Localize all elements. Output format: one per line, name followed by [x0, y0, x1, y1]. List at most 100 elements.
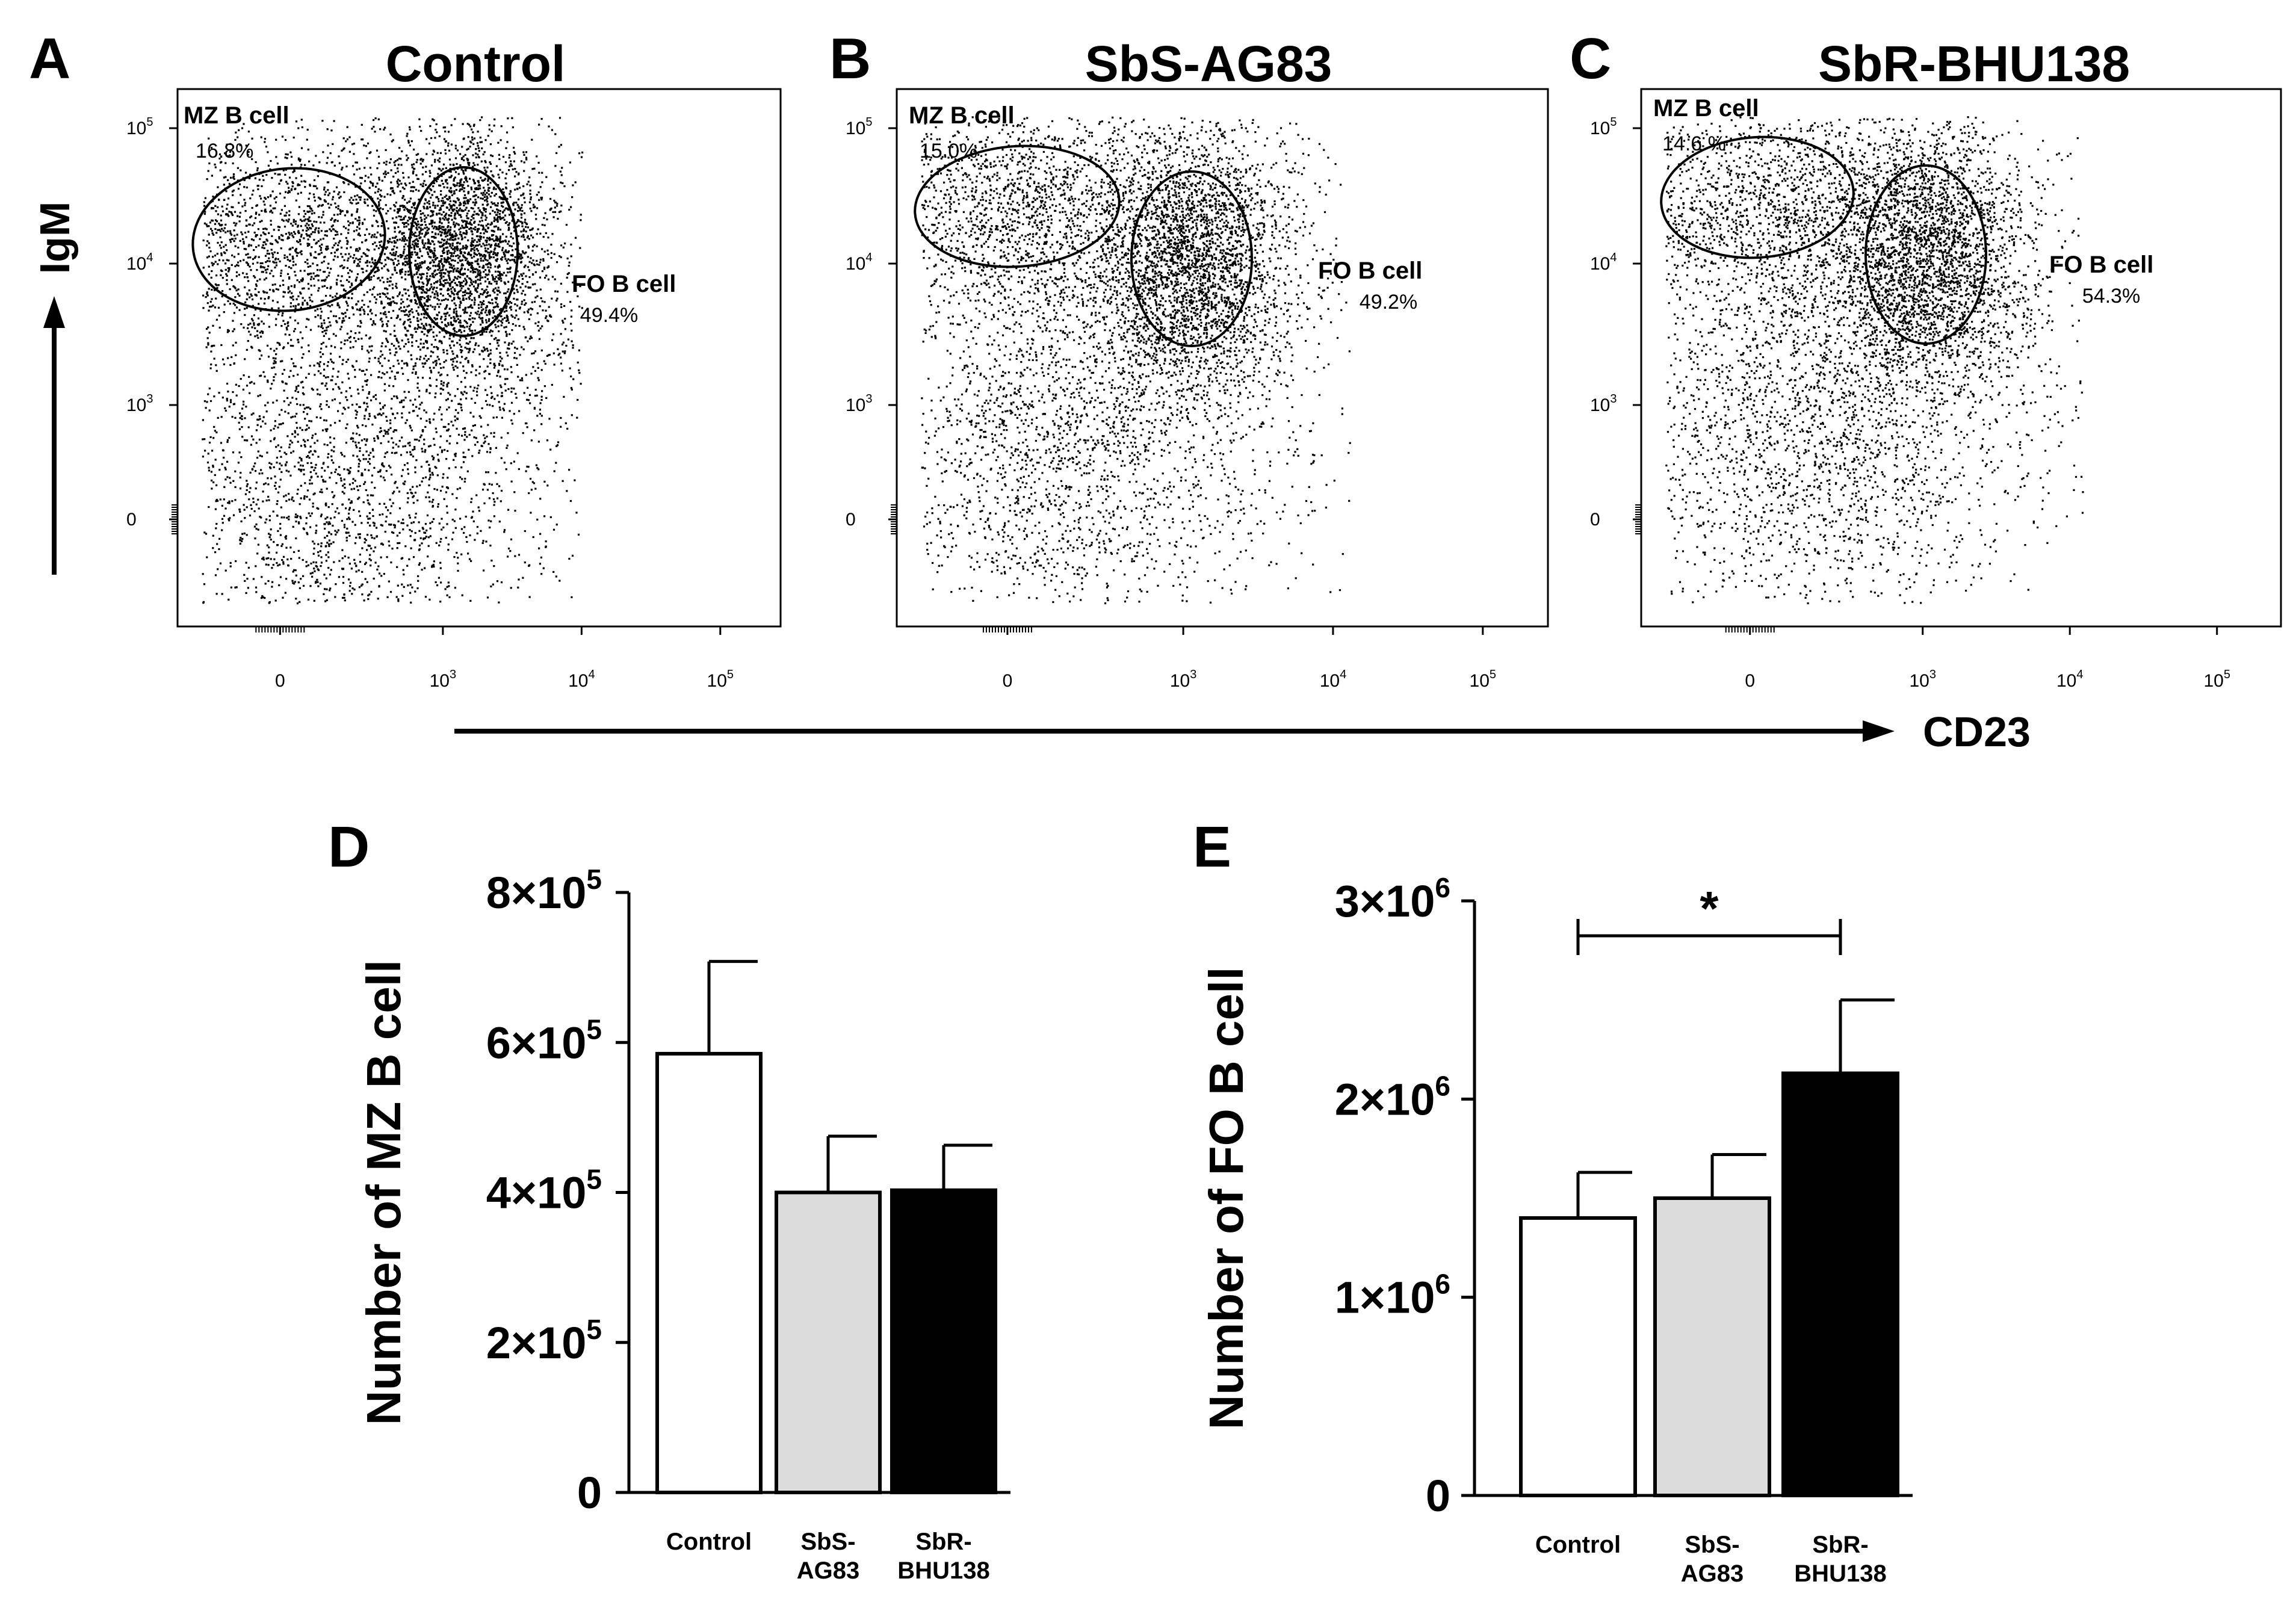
x-tick-label: 104 — [568, 668, 595, 691]
category-label: SbR- — [1812, 1532, 1868, 1558]
y-tick-label: 2×105 — [486, 1314, 602, 1368]
y-tick-label: 103 — [126, 392, 153, 415]
category-label: SbR- — [915, 1529, 971, 1555]
y-tick-label: 104 — [126, 251, 153, 274]
panel-title: SbS-AG83 — [1085, 36, 1332, 92]
panel-letter: C — [1570, 26, 1611, 91]
panel-letter: A — [29, 26, 70, 91]
category-label: Control — [666, 1529, 752, 1555]
category-label: Control — [1535, 1532, 1621, 1558]
y-tick-label: 3×106 — [1335, 872, 1450, 926]
y-tick-label-exp: 5 — [586, 864, 602, 895]
fo-gate-label: FO B cell — [1318, 258, 1422, 284]
fo-gate-label: FO B cell — [572, 271, 676, 297]
y-tick-label-exp: 4 — [865, 251, 872, 264]
y-tick-label-base: 4×10 — [486, 1168, 587, 1218]
y-tick-label-base: 0 — [1590, 510, 1600, 530]
fo-gate-percent: 54.3% — [2082, 285, 2140, 308]
category-label: SbS- — [1685, 1532, 1739, 1558]
bar — [1653, 1196, 1771, 1497]
y-tick-label: 0 — [846, 510, 856, 530]
x-axis-title-cd23: CD23 — [1923, 708, 2031, 755]
y-tick-label: 104 — [846, 251, 873, 274]
y-tick-label: 0 — [577, 1468, 602, 1518]
x-tick-label-base: 10 — [1470, 671, 1490, 691]
x-tick-label-exp: 5 — [727, 668, 734, 681]
y-tick-label-exp: 6 — [1435, 1070, 1450, 1101]
panel-title: Control — [386, 36, 566, 92]
y-axis-title-igm: IgM — [31, 202, 78, 274]
panel-title: SbR-BHU138 — [1818, 36, 2130, 92]
x-tick-label-base: 0 — [1003, 671, 1013, 691]
category-label: BHU138 — [897, 1557, 989, 1584]
y-tick-label-base: 10 — [126, 254, 146, 274]
shared-axis-arrows: IgM CD23 — [31, 202, 2031, 755]
plot-frame — [896, 88, 1549, 628]
igm-arrow-head — [43, 296, 65, 328]
y-tick-label-base: 10 — [126, 395, 146, 415]
x-tick-label-base: 10 — [430, 671, 450, 691]
flow-panel-b: B SbS-AG83 MZ B cell 15.0% FO B cell 49.2% 0 10… — [829, 26, 1549, 691]
cd23-arrow-head — [1863, 720, 1895, 742]
y-tick-label-exp: 5 — [586, 1314, 602, 1345]
mz-gate-label: MZ B cell — [1653, 95, 1759, 122]
x-tick-label-base: 10 — [707, 671, 727, 691]
x-tick-label-base: 0 — [275, 671, 285, 691]
x-tick-label-exp: 4 — [2076, 668, 2083, 681]
y-tick-label-exp: 5 — [146, 116, 153, 129]
plot-frame — [1640, 88, 2282, 628]
y-tick-label: 105 — [1590, 116, 1617, 138]
y-tick-label-exp: 4 — [1610, 251, 1617, 264]
y-tick-label: 8×105 — [486, 864, 602, 918]
y-tick-label-base: 0 — [126, 510, 137, 530]
category-label: SbS- — [800, 1529, 855, 1555]
fo-gate — [408, 166, 519, 337]
y-tick-label-exp: 4 — [146, 251, 153, 264]
x-tick-label-exp: 5 — [1490, 668, 1496, 681]
mz-gate — [191, 167, 386, 312]
y-tick-label-exp: 6 — [1435, 1269, 1450, 1300]
y-tick-label-base: 10 — [846, 254, 865, 274]
x-tick-label-exp: 4 — [1340, 668, 1346, 681]
panel-letter: E — [1193, 815, 1231, 879]
fo-gate-percent: 49.4% — [580, 304, 638, 327]
x-tick-label: 105 — [707, 668, 734, 691]
y-tick-label-exp: 6 — [1435, 872, 1450, 903]
bar — [1781, 1071, 1899, 1497]
y-tick-label-base: 0 — [1426, 1471, 1450, 1521]
category-label: AG83 — [797, 1557, 860, 1584]
mz-gate-percent: 16.8% — [196, 140, 253, 162]
bar — [775, 1190, 882, 1494]
x-tick-label: 0 — [275, 671, 285, 691]
bar — [1519, 1216, 1637, 1498]
flow-panel-c: C SbR-BHU138 MZ B cell 14.6 % FO B cell 54.3%… — [1570, 26, 2282, 691]
fo-gate — [1864, 164, 1987, 345]
x-tick-label: 104 — [2056, 668, 2084, 691]
x-tick-label: 103 — [1170, 668, 1197, 691]
y-tick-label-base: 2×10 — [486, 1318, 587, 1368]
y-tick-label-exp: 5 — [586, 1013, 602, 1045]
fo-gate-percent: 49.2% — [1360, 291, 1417, 314]
event-dots — [202, 116, 584, 605]
y-tick-label-base: 10 — [1590, 119, 1610, 138]
x-tick-label-exp: 3 — [1929, 668, 1936, 681]
y-tick-label-base: 10 — [1590, 395, 1610, 415]
x-tick-label: 0 — [1003, 671, 1013, 691]
y-tick-label: 2×106 — [1335, 1070, 1450, 1124]
x-tick-label-base: 10 — [2203, 671, 2223, 691]
y-tick-label: 0 — [126, 510, 137, 530]
y-tick-label: 0 — [1426, 1471, 1450, 1521]
y-tick-label-base: 3×10 — [1335, 876, 1435, 926]
y-tick-label-base: 0 — [846, 510, 856, 530]
y-tick-label-base: 6×10 — [486, 1018, 587, 1068]
y-axis-title: Number of FO B cell — [1199, 967, 1253, 1430]
y-tick-label-exp: 5 — [865, 116, 872, 129]
y-tick-label-base: 10 — [846, 395, 865, 415]
x-tick-label: 105 — [2203, 668, 2230, 691]
x-tick-label: 0 — [1745, 671, 1755, 691]
y-tick-label: 4×105 — [486, 1164, 602, 1218]
y-tick-label: 1×106 — [1335, 1269, 1450, 1323]
y-tick-label: 105 — [846, 116, 873, 138]
